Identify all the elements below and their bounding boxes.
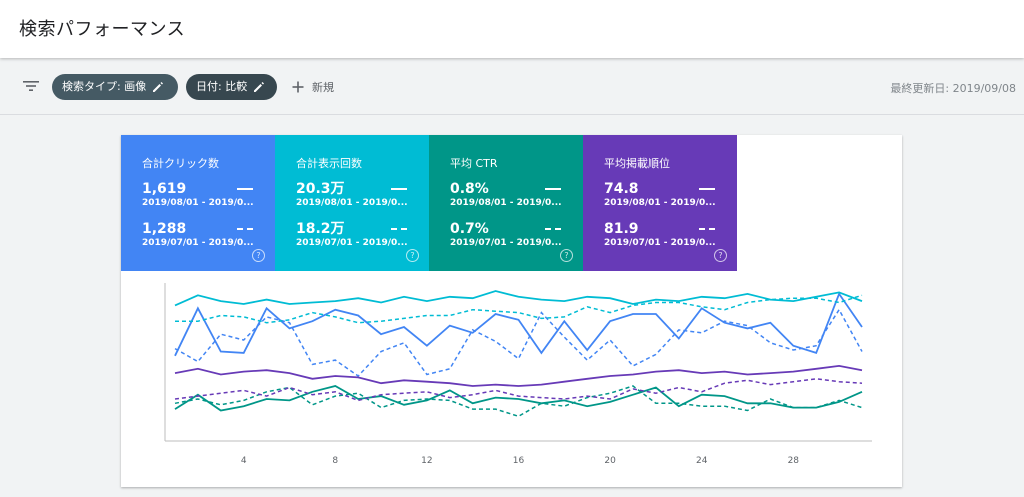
metric-previous-row: 0.7% 2019/07/01 - 2019/0... (450, 221, 583, 261)
new-filter-label: 新規 (312, 81, 334, 94)
metric-current-row: 20.3万 2019/08/01 - 2019/0... (296, 181, 429, 221)
help-icon[interactable]: ? (560, 249, 573, 262)
search-type-chip-label: 検索タイプ: 画像 (62, 80, 147, 93)
x-tick-label: 28 (788, 456, 800, 466)
metric-total-clicks[interactable]: 合計クリック数 1,619 2019/08/01 - 2019/0... 1,2… (121, 135, 275, 271)
help-icon[interactable]: ? (252, 249, 265, 262)
date-chip-label: 日付: 比較 (196, 80, 248, 93)
metric-title: 合計クリック数 (142, 157, 219, 170)
metric-total-impressions[interactable]: 合計表示回数 20.3万 2019/08/01 - 2019/0... 18.2… (275, 135, 429, 271)
line-chart-svg: 4 8 12 16 20 24 28 (164, 283, 872, 466)
solid-line-legend-icon (237, 188, 253, 190)
series-line-ctr-current (174, 385, 863, 412)
metric-previous-range: 2019/07/01 - 2019/0... (296, 238, 408, 248)
metric-current-value: 20.3万 (296, 181, 345, 197)
series-line-impressions-current (174, 290, 863, 307)
metric-previous-row: 18.2万 2019/07/01 - 2019/0... (296, 221, 429, 261)
metric-previous-value: 0.7% (450, 221, 489, 237)
metric-previous-range: 2019/07/01 - 2019/0... (604, 238, 716, 248)
metric-previous-range: 2019/07/01 - 2019/0... (450, 238, 562, 248)
filter-toolbar: 検索タイプ: 画像 日付: 比較 新規 最終更新日: 2019/09/08 (0, 66, 1024, 108)
series-line-clicks-current (174, 291, 863, 357)
date-compare-chip[interactable]: 日付: 比較 (186, 74, 277, 100)
metric-title: 合計表示回数 (296, 157, 362, 170)
solid-line-legend-icon (545, 188, 561, 190)
new-filter-button[interactable]: 新規 (292, 74, 334, 100)
metric-previous-value: 1,288 (142, 221, 187, 237)
last-updated-text: 最終更新日: 2019/09/08 (890, 82, 1016, 95)
metric-current-range: 2019/08/01 - 2019/0... (450, 198, 562, 208)
search-type-chip[interactable]: 検索タイプ: 画像 (52, 74, 178, 100)
solid-line-legend-icon (391, 188, 407, 190)
metric-current-range: 2019/08/01 - 2019/0... (296, 198, 408, 208)
metric-current-range: 2019/08/01 - 2019/0... (604, 198, 716, 208)
metric-average-ctr[interactable]: 平均 CTR 0.8% 2019/08/01 - 2019/0... 0.7% … (429, 135, 583, 271)
metric-current-row: 1,619 2019/08/01 - 2019/0... (142, 181, 275, 221)
plus-icon (292, 81, 304, 93)
x-tick-label: 24 (696, 456, 708, 466)
metric-current-range: 2019/08/01 - 2019/0... (142, 198, 254, 208)
series-line-ctr-previous (174, 385, 863, 418)
chart-series (174, 290, 863, 418)
filter-icon[interactable] (22, 78, 40, 94)
toolbar-divider (0, 114, 1024, 115)
performance-chart: 4 8 12 16 20 24 28 (121, 271, 902, 487)
series-line-clicks-previous (174, 308, 863, 377)
metric-title: 平均 CTR (450, 157, 498, 170)
dashed-line-legend-icon (391, 228, 407, 230)
edit-icon (254, 82, 265, 92)
metric-current-row: 0.8% 2019/08/01 - 2019/0... (450, 181, 583, 221)
x-tick-label: 20 (604, 456, 616, 466)
series-line-position-current (174, 364, 863, 387)
help-icon[interactable]: ? (406, 249, 419, 262)
page-title: 検索パフォーマンス (19, 19, 186, 40)
x-tick-label: 4 (241, 456, 247, 466)
metric-current-row: 74.8 2019/08/01 - 2019/0... (604, 181, 737, 221)
help-icon[interactable]: ? (714, 249, 727, 262)
metric-current-value: 1,619 (142, 181, 187, 197)
x-tick-label: 12 (421, 456, 432, 466)
edit-icon (153, 82, 164, 92)
metric-current-value: 74.8 (604, 181, 639, 197)
metric-previous-row: 81.9 2019/07/01 - 2019/0... (604, 221, 737, 261)
series-line-position-previous (174, 378, 863, 402)
solid-line-legend-icon (699, 188, 715, 190)
metric-previous-value: 18.2万 (296, 221, 345, 237)
performance-card: 合計クリック数 1,619 2019/08/01 - 2019/0... 1,2… (121, 135, 902, 487)
chart-x-ticks: 4 8 12 16 20 24 28 (241, 456, 799, 466)
x-tick-label: 8 (332, 456, 338, 466)
chart-axes (164, 283, 872, 442)
metric-average-position[interactable]: 平均掲載順位 74.8 2019/08/01 - 2019/0... 81.9 … (583, 135, 737, 271)
dashed-line-legend-icon (237, 228, 253, 230)
metric-previous-range: 2019/07/01 - 2019/0... (142, 238, 254, 248)
series-line-impressions-previous (175, 294, 863, 324)
dashed-line-legend-icon (545, 228, 561, 230)
metric-current-value: 0.8% (450, 181, 489, 197)
metric-previous-row: 1,288 2019/07/01 - 2019/0... (142, 221, 275, 261)
metric-previous-value: 81.9 (604, 221, 639, 237)
page-header: 検索パフォーマンス (0, 0, 1024, 58)
dashed-line-legend-icon (699, 228, 715, 230)
metric-title: 平均掲載順位 (604, 157, 670, 170)
x-tick-label: 16 (513, 456, 525, 466)
